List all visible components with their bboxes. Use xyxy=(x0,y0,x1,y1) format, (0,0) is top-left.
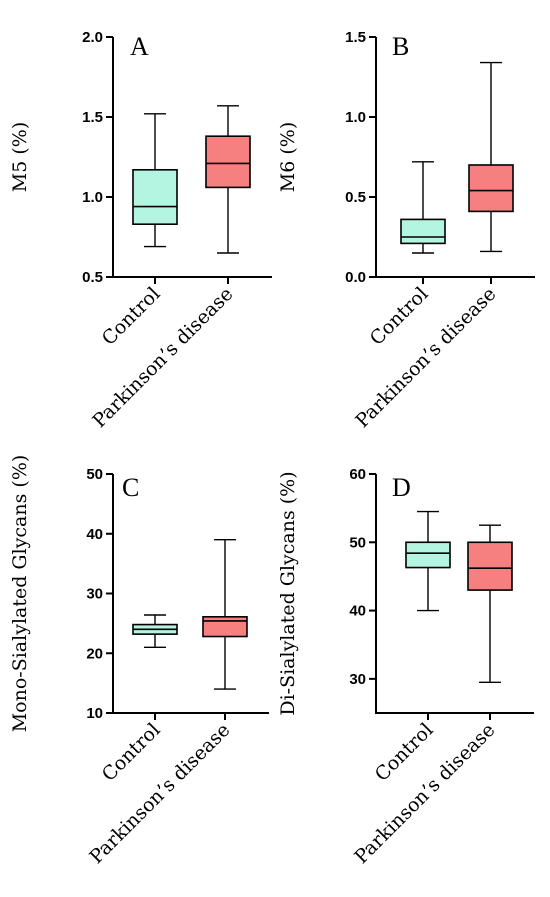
y-tick-label: 1.5 xyxy=(82,109,103,126)
box-iqr xyxy=(405,541,451,569)
box-iqr xyxy=(202,616,248,638)
x-tick-label: Control xyxy=(366,283,433,350)
y-tick-label: 0.0 xyxy=(345,269,366,286)
panel-letter: B xyxy=(392,32,409,61)
y-tick-label: 0.5 xyxy=(82,269,103,286)
y-tick-label: 50 xyxy=(86,466,103,483)
panel-letter: A xyxy=(130,32,149,61)
y-tick-label: 50 xyxy=(349,534,366,551)
y-axis-label: Mono-Sialylated Glycans (%) xyxy=(9,455,31,733)
box-parkinsons xyxy=(468,61,514,253)
box-parkinsons xyxy=(202,539,248,690)
y-axis-label: M6 (%) xyxy=(277,122,299,192)
y-tick-label: 1.5 xyxy=(345,29,366,46)
y-tick-label: 60 xyxy=(349,466,366,483)
y-tick-label: 0.5 xyxy=(345,189,366,206)
box-control xyxy=(400,161,446,254)
box-control xyxy=(405,510,451,612)
box-parkinsons xyxy=(205,105,251,254)
y-tick-label: 10 xyxy=(86,705,103,722)
box-iqr xyxy=(467,541,513,591)
x-tick-label: Parkinson’s disease xyxy=(85,719,234,868)
y-tick-label: 40 xyxy=(86,526,103,543)
y-tick-label: 30 xyxy=(349,671,366,688)
y-axis-label: M5 (%) xyxy=(9,122,31,192)
y-axis-label: Di-Sialylated Glycans (%) xyxy=(277,471,299,715)
box-iqr xyxy=(132,169,178,226)
y-tick-label: 40 xyxy=(349,603,366,620)
box-parkinsons xyxy=(467,524,513,683)
x-tick-label: Control xyxy=(98,283,165,350)
box-iqr xyxy=(468,164,514,213)
x-tick-label: Parkinson’s disease xyxy=(351,283,500,432)
x-tick-label: Control xyxy=(98,719,165,786)
box-control xyxy=(132,113,178,248)
y-tick-label: 1.0 xyxy=(345,109,366,126)
y-tick-label: 30 xyxy=(86,586,103,603)
chart-panel-d: DDi-Sialylated Glycans (%) 30405060Contro… xyxy=(277,466,534,868)
chart-panel-c: C Mono-Sialylated Glycans (%) 10 20 30 40 50 Co… xyxy=(9,455,269,868)
y-tick-label: 1.0 xyxy=(82,189,103,206)
panel-letter: C xyxy=(122,473,139,502)
x-tick-label: Parkinson’s disease xyxy=(88,283,237,432)
box-iqr xyxy=(205,135,251,189)
box-iqr xyxy=(400,218,446,245)
y-tick-label: 2.0 xyxy=(82,29,103,46)
panel-letter: D xyxy=(392,473,411,502)
y-tick-label: 20 xyxy=(86,645,103,662)
box-control xyxy=(132,614,178,648)
